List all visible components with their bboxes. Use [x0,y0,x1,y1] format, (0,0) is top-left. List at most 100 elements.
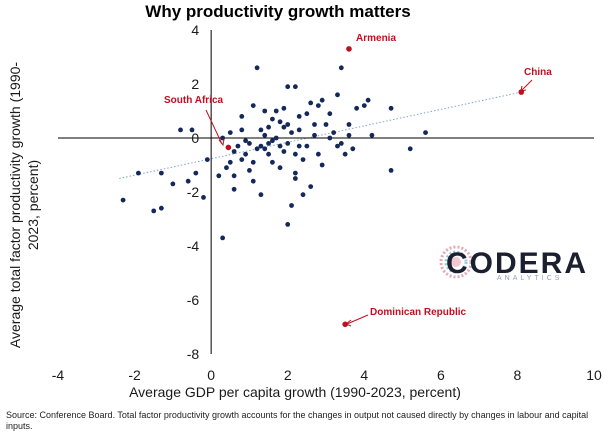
data-point [277,119,283,125]
data-point [350,146,356,152]
y-tick-label: -8 [187,346,200,362]
data-point [277,165,283,171]
highlight-layer [225,46,525,328]
y-axis-label-group: Average total factor productivity growth… [7,62,41,348]
data-point [258,127,264,133]
data-point [312,132,317,138]
data-point [258,192,264,198]
data-point [296,143,302,149]
data-point [277,143,283,149]
x-tick-label: 8 [514,367,522,383]
data-point [270,159,275,165]
data-point [250,159,256,165]
x-tick-label: 2 [284,367,292,383]
data-point [247,141,252,146]
data-point [331,130,337,136]
data-point [254,65,260,71]
data-point [273,135,279,141]
annotation-south-africa-arrow [205,109,223,145]
data-point [361,103,367,108]
data-point [273,108,279,114]
highlight-point-armenia [346,46,352,52]
logo-wordmark: CODERA [446,247,588,280]
data-point [120,197,126,203]
axes-layer [58,30,594,354]
data-point [315,151,321,157]
x-tick-label: 4 [360,367,368,383]
x-axis-label: Average GDP per capita growth (1990-2023… [129,384,461,400]
data-point [281,105,287,111]
data-point [281,124,287,130]
data-point [270,116,275,122]
data-point [300,192,306,198]
y-tick-label: 4 [191,22,199,38]
annotation-south-africa-arrowhead [218,138,225,147]
x-tick-label: 0 [207,367,215,383]
data-point [227,159,233,165]
data-point [136,170,141,176]
y-tick-label: 0 [191,130,199,146]
data-point [327,135,333,141]
data-point [285,84,291,90]
data-point [231,173,237,179]
y-axis-label-line-2: 2023, percent) [25,160,41,250]
data-point [342,151,348,157]
data-point [308,184,314,190]
data-point [346,122,352,127]
data-point [285,122,291,127]
data-point [224,165,229,171]
data-point [365,97,371,103]
y-axis-label-line-1: Average total factor productivity growth… [7,62,23,348]
x-tick-label: -4 [52,367,65,383]
data-point [250,178,256,184]
annotation-china: China [524,67,552,78]
annotation-dominican-arrowhead [345,319,352,327]
y-tick-label: -4 [187,238,200,254]
data-point [231,186,237,192]
data-point [220,235,226,241]
data-point [292,170,298,176]
data-point [216,173,222,179]
data-point [312,122,317,127]
data-point [338,141,344,146]
data-point [243,151,249,157]
data-point [258,143,264,149]
data-point [292,151,298,157]
data-point [243,138,249,144]
data-point [235,143,241,149]
data-point [201,195,206,200]
data-point [285,222,291,227]
data-point [296,114,302,119]
data-point [262,146,268,152]
data-point [388,168,394,173]
highlight-point-south-africa [225,144,232,151]
annotation-south-africa: South Africa [164,95,224,106]
data-point [250,103,256,108]
data-point [239,157,245,163]
x-tick-label: 10 [586,367,602,383]
y-tick-label: -6 [187,292,200,308]
codera-logo: CODERA ANALYTICS [439,245,588,282]
data-point [315,103,321,108]
x-tick-label: 6 [437,367,445,383]
data-point [266,151,271,157]
data-point [319,97,325,103]
data-point [270,138,275,144]
data-point [178,127,183,133]
chart-title: Why productivity growth matters [145,2,410,21]
data-point [266,124,271,130]
logo-mark-icon [439,245,473,279]
annotation-dominican-republic: Dominican Republic [370,307,467,318]
data-point [158,170,164,176]
data-point [335,143,340,149]
data-point [319,162,325,168]
data-point [369,132,375,138]
data-point [388,105,394,111]
data-point [262,132,268,138]
data-point [323,122,329,127]
data-point [193,170,199,176]
data-point [266,141,271,146]
data-point [289,130,294,136]
y-tick-label: 2 [191,76,199,92]
data-point [304,143,310,149]
